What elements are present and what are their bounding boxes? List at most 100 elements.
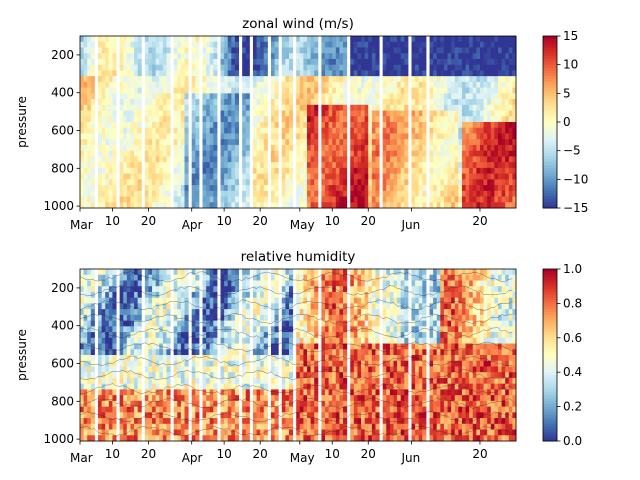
heatmap-cell: [303, 349, 308, 356]
heatmap-cell: [220, 36, 225, 43]
heatmap-cell: [224, 274, 229, 281]
heatmap-cell: [285, 337, 290, 345]
heatmap-cell: [299, 418, 304, 425]
heatmap-cell: [299, 144, 304, 152]
heatmap-cell: [220, 162, 225, 169]
heatmap-cell: [101, 435, 106, 442]
heatmap-cell: [270, 389, 276, 396]
heatmap-cell: [162, 326, 167, 333]
heatmap-cell: [285, 429, 290, 436]
heatmap-cell: [386, 156, 391, 163]
heatmap-cell: [159, 81, 164, 89]
heatmap-cell: [274, 127, 279, 134]
colorbar-segment: [543, 53, 557, 57]
heatmap-cell: [80, 332, 85, 339]
heatmap-cell: [357, 116, 362, 123]
heatmap-cell: [281, 412, 286, 419]
heatmap-cell: [296, 418, 301, 425]
heatmap-cell: [83, 372, 88, 379]
heatmap-cell: [80, 47, 85, 54]
heatmap-cell: [270, 87, 276, 94]
heatmap-cell: [155, 286, 160, 293]
heatmap-cell: [400, 156, 405, 163]
heatmap-cell: [443, 156, 449, 163]
heatmap-cell: [335, 116, 340, 123]
heatmap-cell: [361, 150, 366, 157]
heatmap-cell: [361, 93, 366, 100]
heatmap-cell: [332, 167, 337, 175]
heatmap-cell: [234, 76, 240, 83]
heatmap-cell: [227, 360, 232, 367]
heatmap-cell: [191, 41, 196, 48]
heatmap-cell: [508, 36, 513, 43]
heatmap-cell: [469, 93, 474, 100]
heatmap-cell: [134, 156, 139, 163]
heatmap-cell: [119, 81, 124, 89]
heatmap-cell: [144, 349, 149, 356]
heatmap-cell: [184, 64, 189, 71]
heatmap-cell: [202, 104, 207, 112]
heatmap-cell: [234, 190, 240, 198]
heatmap-cell: [177, 297, 182, 304]
heatmap-cell: [505, 99, 510, 106]
heatmap-cell: [393, 110, 398, 117]
heatmap-cell: [87, 156, 92, 163]
heatmap-cell: [108, 196, 113, 203]
heatmap-cell: [80, 355, 85, 362]
heatmap-cell: [353, 173, 358, 180]
heatmap-cell: [436, 190, 441, 198]
heatmap-cell: [195, 144, 200, 152]
heatmap-cell: [245, 412, 250, 419]
heatmap-cell: [180, 150, 185, 157]
heatmap-cell: [112, 53, 117, 60]
heatmap-cell: [339, 173, 344, 180]
heatmap-cell: [343, 185, 348, 192]
heatmap-cell: [386, 144, 391, 152]
heatmap-cell: [242, 64, 247, 71]
heatmap-cell: [191, 435, 196, 442]
heatmap-cell: [433, 122, 438, 129]
heatmap-cell: [119, 389, 124, 396]
heatmap-cell: [209, 349, 214, 356]
heatmap-cell: [393, 150, 398, 157]
heatmap-cell: [274, 162, 279, 169]
heatmap-cell: [490, 87, 495, 94]
heatmap-cell: [487, 162, 492, 169]
heatmap-cell: [245, 53, 250, 60]
heatmap-cell: [350, 179, 355, 186]
heatmap-cell: [285, 76, 290, 83]
heatmap-cell: [98, 167, 103, 175]
heatmap-cell: [505, 36, 510, 43]
heatmap-cell: [288, 349, 294, 356]
heatmap-cell: [162, 303, 167, 310]
heatmap-cell: [303, 326, 308, 333]
heatmap-cell: [231, 429, 236, 436]
heatmap-cell: [101, 70, 106, 77]
heatmap-cell: [130, 343, 135, 350]
heatmap-cell: [263, 167, 268, 175]
heatmap-cell: [476, 116, 481, 123]
heatmap-cell: [231, 395, 236, 402]
heatmap-cell: [472, 185, 477, 192]
heatmap-cell: [191, 303, 196, 310]
heatmap-cell: [98, 309, 103, 316]
heatmap-cell: [252, 70, 258, 77]
heatmap-cell: [112, 309, 117, 316]
heatmap-cell: [263, 139, 268, 146]
heatmap-cell: [393, 36, 398, 43]
heatmap-cell: [252, 366, 258, 373]
heatmap-cell: [184, 47, 189, 54]
heatmap-cell: [314, 423, 319, 431]
heatmap-cell: [281, 332, 286, 339]
heatmap-cell: [328, 291, 333, 299]
heatmap-cell: [206, 429, 211, 436]
heatmap-cell: [134, 337, 139, 345]
heatmap-cell: [166, 47, 171, 54]
heatmap-cell: [123, 297, 128, 304]
heatmap-cell: [415, 99, 420, 106]
heatmap-cell: [397, 104, 402, 112]
heatmap-cell: [108, 349, 113, 356]
heatmap-cell: [134, 383, 139, 390]
heatmap-cell: [191, 58, 196, 66]
heatmap-cell: [436, 150, 441, 157]
